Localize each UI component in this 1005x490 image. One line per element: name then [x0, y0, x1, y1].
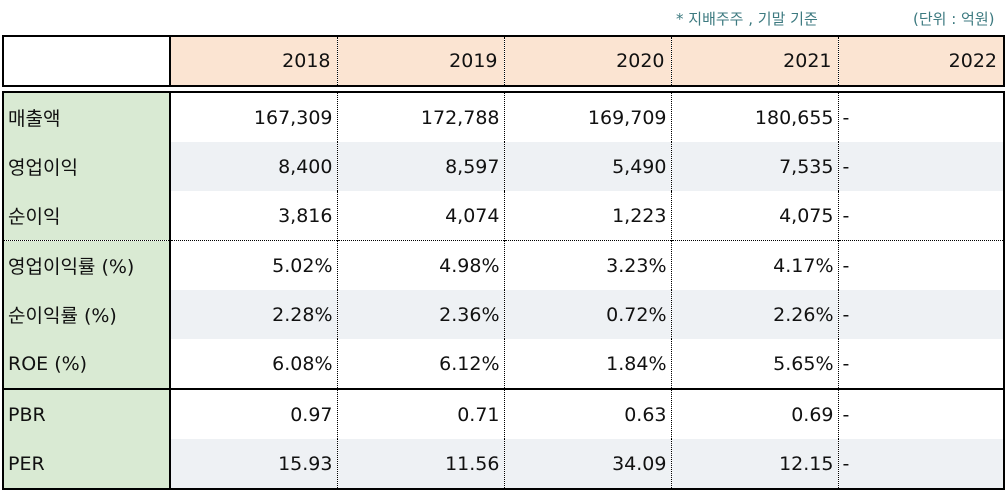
value-cell: -: [838, 290, 1005, 339]
table-row-operating-margin: 영업이익률 (%) 5.02% 4.98% 3.23% 4.17% -: [2, 240, 1005, 290]
value-cell: 5.65%: [671, 339, 839, 389]
value-cell: 8,400: [170, 142, 338, 191]
value-cell: 180,655: [671, 91, 839, 142]
row-label: PBR: [2, 388, 171, 439]
table-row-revenue: 매출액 167,309 172,788 169,709 180,655 -: [2, 91, 1005, 142]
value-cell: 2.36%: [337, 290, 505, 339]
value-cell: 0.97: [170, 388, 338, 439]
value-cell: 4.17%: [671, 240, 839, 290]
table-row-operating-profit: 영업이익 8,400 8,597 5,490 7,535 -: [2, 142, 1005, 191]
row-label: PER: [2, 439, 171, 490]
table-row-roe: ROE (%) 6.08% 6.12% 1.84% 5.65% -: [2, 339, 1005, 389]
value-cell: 12.15: [671, 439, 839, 490]
year-header-2021: 2021: [671, 35, 839, 87]
value-cell: 0.69: [671, 388, 839, 439]
unit-note: (단위 : 억원): [913, 10, 995, 28]
value-cell: 2.26%: [671, 290, 839, 339]
value-cell: 167,309: [170, 91, 338, 142]
value-cell: 34.09: [504, 439, 672, 490]
value-cell: 0.63: [504, 388, 672, 439]
value-cell: 0.71: [337, 388, 505, 439]
value-cell: 4.98%: [337, 240, 505, 290]
row-label: 순이익: [2, 191, 171, 241]
year-header-2022: 2022: [838, 35, 1005, 87]
table-row-per: PER 15.93 11.56 34.09 12.15 -: [2, 439, 1005, 490]
value-cell: 169,709: [504, 91, 672, 142]
row-label: 영업이익: [2, 142, 171, 191]
value-cell: -: [838, 91, 1005, 142]
value-cell: 7,535: [671, 142, 839, 191]
value-cell: 15.93: [170, 439, 338, 490]
value-cell: -: [838, 142, 1005, 191]
value-cell: 172,788: [337, 91, 505, 142]
year-header-2018: 2018: [170, 35, 338, 87]
value-cell: 11.56: [337, 439, 505, 490]
value-cell: 4,074: [337, 191, 505, 241]
table-row-net-margin: 순이익률 (%) 2.28% 2.36% 0.72% 2.26% -: [2, 290, 1005, 339]
value-cell: 4,075: [671, 191, 839, 241]
value-cell: 5.02%: [170, 240, 338, 290]
value-cell: 0.72%: [504, 290, 672, 339]
value-cell: 6.08%: [170, 339, 338, 389]
value-cell: -: [838, 339, 1005, 389]
row-label: 순이익률 (%): [2, 290, 171, 339]
financial-table: 2018 2019 2020 2021 2022 매출액 167,309 172…: [2, 35, 1005, 490]
value-cell: 3,816: [170, 191, 338, 241]
value-cell: 1,223: [504, 191, 672, 241]
table-row-net-income: 순이익 3,816 4,074 1,223 4,075 -: [2, 191, 1005, 241]
basis-note: * 지배주주 , 기말 기준: [676, 10, 818, 28]
value-cell: 5,490: [504, 142, 672, 191]
value-cell: 3.23%: [504, 240, 672, 290]
row-label: ROE (%): [2, 339, 171, 389]
value-cell: -: [838, 240, 1005, 290]
row-label: 영업이익률 (%): [2, 240, 171, 290]
value-cell: -: [838, 388, 1005, 439]
value-cell: -: [838, 439, 1005, 490]
header-row: 2018 2019 2020 2021 2022: [2, 35, 1005, 87]
row-label: 매출액: [2, 91, 171, 142]
value-cell: 6.12%: [337, 339, 505, 389]
value-cell: 1.84%: [504, 339, 672, 389]
value-cell: -: [838, 191, 1005, 241]
value-cell: 2.28%: [170, 290, 338, 339]
year-header-2019: 2019: [337, 35, 505, 87]
year-header-2020: 2020: [504, 35, 672, 87]
value-cell: 8,597: [337, 142, 505, 191]
table-row-pbr: PBR 0.97 0.71 0.63 0.69 -: [2, 388, 1005, 439]
header-corner-cell: [2, 35, 171, 87]
